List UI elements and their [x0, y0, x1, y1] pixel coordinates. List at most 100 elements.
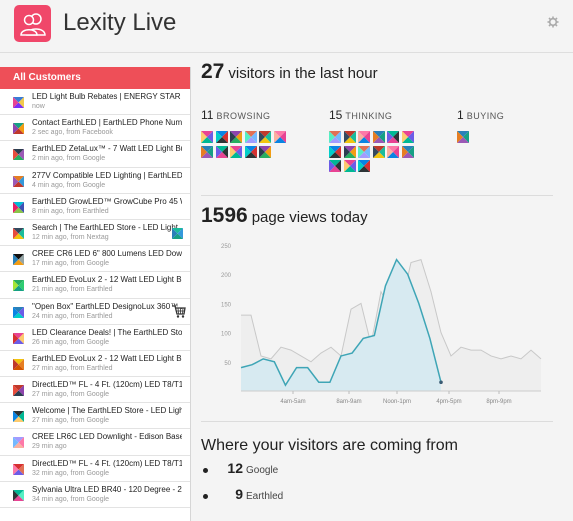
visitors-summary: 27 visitors in the last hour	[201, 60, 559, 84]
customer-page-title: EarthLED ZetaLux™ - 7 Watt LED Light Bul…	[32, 144, 182, 154]
visitor-tile-icon[interactable]	[401, 145, 414, 158]
y-tick-label: 150	[221, 302, 232, 308]
customer-meta: 8 min ago, from Earthled	[32, 207, 109, 215]
customer-page-title: DirectLED™ FL - 4 Ft. (120cm) LED T8/T10…	[32, 380, 182, 390]
customer-row[interactable]: EarthLED GrowLED™ GrowCube Pro 45 Watt L…	[0, 194, 190, 220]
visitor-tile-icon[interactable]	[343, 159, 356, 172]
visitor-tile-icon[interactable]	[401, 130, 414, 143]
source-item[interactable]: 12 Google	[201, 460, 531, 482]
visitor-tile-icon[interactable]	[329, 145, 341, 158]
visitor-avatar-icon	[13, 174, 24, 187]
group-browsing[interactable]: 11 BROWSING	[201, 108, 286, 158]
customer-meta: 34 min ago, from Google	[32, 495, 110, 503]
customer-row[interactable]: Welcome | The EarthLED Store - LED Light…	[0, 403, 190, 430]
customer-list: LED Light Bulb Rebates | ENERGY STAR LED…	[0, 89, 190, 508]
series-end-point	[439, 380, 443, 385]
customer-page-title: 277V Compatible LED Lighting | EarthLED.…	[32, 170, 182, 180]
people-icon	[20, 13, 46, 36]
y-tick-label: 200	[221, 273, 232, 279]
app-title: Lexity Live	[63, 9, 177, 36]
visitor-avatar-icon	[13, 435, 24, 449]
source-item[interactable]: 9 Earthled	[201, 486, 531, 508]
visitor-tile-icon[interactable]	[358, 130, 370, 143]
customer-meta: 32 min ago, from Google	[32, 469, 110, 477]
visitor-avatar-icon	[13, 357, 24, 370]
divider	[201, 421, 553, 422]
customer-row[interactable]: LED Clearance Deals! | The EarthLED Stor…	[0, 325, 190, 351]
visitor-tile-icon[interactable]	[259, 130, 271, 143]
customer-row[interactable]: DirectLED™ FL - 4 Ft. (120cm) LED T8/T10…	[0, 456, 190, 482]
customer-meta: 21 min ago, from Earthled	[32, 286, 113, 294]
customer-row[interactable]: CREE CR6 LED 6" 800 Lumens LED Downlight…	[0, 246, 190, 273]
customer-row[interactable]: EarthLED EvoLux 2 - 12 Watt LED Light Bu…	[0, 272, 190, 299]
visitor-avatar-icon	[13, 252, 24, 266]
visitor-tile-icon[interactable]	[215, 130, 228, 143]
customer-row[interactable]: EarthLED EvoLux 2 - 12 Watt LED Light Bu…	[0, 351, 190, 378]
group-count: 11	[201, 108, 214, 122]
all-customers-tab[interactable]: All Customers	[0, 67, 190, 89]
visitor-tile-icon[interactable]	[358, 159, 370, 172]
visitor-tile-icon[interactable]	[329, 130, 341, 143]
customer-row[interactable]: EarthLED ZetaLux™ - 7 Watt LED Light Bul…	[0, 141, 190, 168]
visitor-avatar-icon	[13, 409, 24, 423]
logo	[14, 5, 51, 42]
visitor-tile-icon[interactable]	[201, 145, 213, 158]
customer-row[interactable]: CREE LR6C LED Downlight - Edison Base - …	[0, 429, 190, 456]
customer-row[interactable]: Search | The EarthLED Store - LED Light …	[0, 220, 190, 247]
visitor-tile-icon[interactable]	[244, 145, 257, 158]
pageviews-label: page views today	[251, 209, 368, 226]
customer-page-title: Contact EarthLED | EarthLED Phone Number…	[32, 118, 182, 128]
visitor-tile-icon[interactable]	[259, 145, 271, 158]
divider	[201, 195, 553, 196]
visitor-tile-icon[interactable]	[244, 130, 257, 143]
customer-page-title: CREE LR6C LED Downlight - Edison Base - …	[32, 432, 182, 442]
customer-row[interactable]: DirectLED™ FL - 4 Ft. (120cm) LED T8/T10…	[0, 377, 190, 404]
customer-row[interactable]: Contact EarthLED | EarthLED Phone Number…	[0, 115, 190, 142]
customer-page-title: EarthLED EvoLux 2 - 12 Watt LED Light Bu…	[32, 275, 182, 285]
pageviews-count: 1596	[201, 204, 248, 227]
customer-meta: 17 min ago, from Google	[32, 260, 110, 268]
x-tick-label: 8pm-9pm	[486, 399, 511, 405]
group-count: 1	[457, 108, 464, 122]
customer-row[interactable]: 277V Compatible LED Lighting | EarthLED.…	[0, 168, 190, 194]
visitor-tile-icon[interactable]	[358, 145, 370, 158]
visitor-tile-icon[interactable]	[273, 130, 286, 143]
visitor-tile-icon[interactable]	[329, 159, 341, 172]
visitor-tile-icon[interactable]	[457, 130, 469, 143]
visitor-tile-icon[interactable]	[201, 130, 213, 143]
visitor-avatar-icon	[13, 488, 24, 501]
customer-meta: 27 min ago, from Google	[32, 391, 110, 399]
customer-row[interactable]: LED Light Bulb Rebates | ENERGY STAR LED…	[0, 89, 190, 116]
group-label: BUYING	[466, 111, 505, 121]
group-buying[interactable]: 1 BUYING	[457, 108, 505, 143]
customer-row[interactable]: Sylvania Ultra LED BR40 - 120 Degree - 2…	[0, 482, 190, 508]
visitor-tile-icon[interactable]	[215, 145, 228, 158]
group-thinking[interactable]: 15 THINKING	[329, 108, 414, 172]
visitor-tile-icon[interactable]	[230, 130, 242, 143]
customer-meta: 12 min ago, from Nextag	[32, 233, 109, 241]
visitor-label: visitors in the last hour	[228, 65, 378, 82]
visitor-tile-icon[interactable]	[372, 130, 385, 143]
customer-meta: 4 min ago, from Google	[32, 181, 106, 189]
customer-meta: 29 min ago	[32, 443, 67, 451]
visitor-tile-icon[interactable]	[387, 130, 399, 143]
visitor-tile-icon[interactable]	[372, 145, 385, 158]
customer-meta: 2 sec ago, from Facebook	[32, 129, 113, 137]
customer-meta: now	[32, 103, 45, 110]
series-area-primary	[241, 259, 441, 391]
customer-sidebar: All Customers LED Light Bulb Rebates | E…	[0, 67, 191, 521]
visitor-tile-icon[interactable]	[343, 145, 356, 158]
visitor-tile-icon[interactable]	[387, 145, 399, 158]
customer-page-title: LED Clearance Deals! | The EarthLED Stor…	[32, 327, 182, 337]
visitor-tile-icon[interactable]	[230, 145, 242, 158]
customer-row[interactable]: "Open Box" EarthLED DesignoLux 360™ ... 2…	[0, 299, 190, 325]
visitor-tile-icon[interactable]	[343, 130, 356, 143]
gear-icon[interactable]	[547, 16, 559, 28]
customer-meta: 26 min ago, from Google	[32, 338, 110, 346]
bullet	[203, 468, 208, 473]
pageviews-chart: 50 100 150 200 250 4am-5am 8am-9am Noon-1pm 4pm-…	[201, 235, 551, 413]
visitor-count: 27	[201, 60, 225, 83]
customer-page-title: EarthLED EvoLux 2 - 12 Watt LED Light Bu…	[32, 353, 182, 363]
visitor-avatar-icon	[13, 147, 24, 161]
customer-page-title: Welcome | The EarthLED Store - LED Light…	[32, 406, 182, 416]
